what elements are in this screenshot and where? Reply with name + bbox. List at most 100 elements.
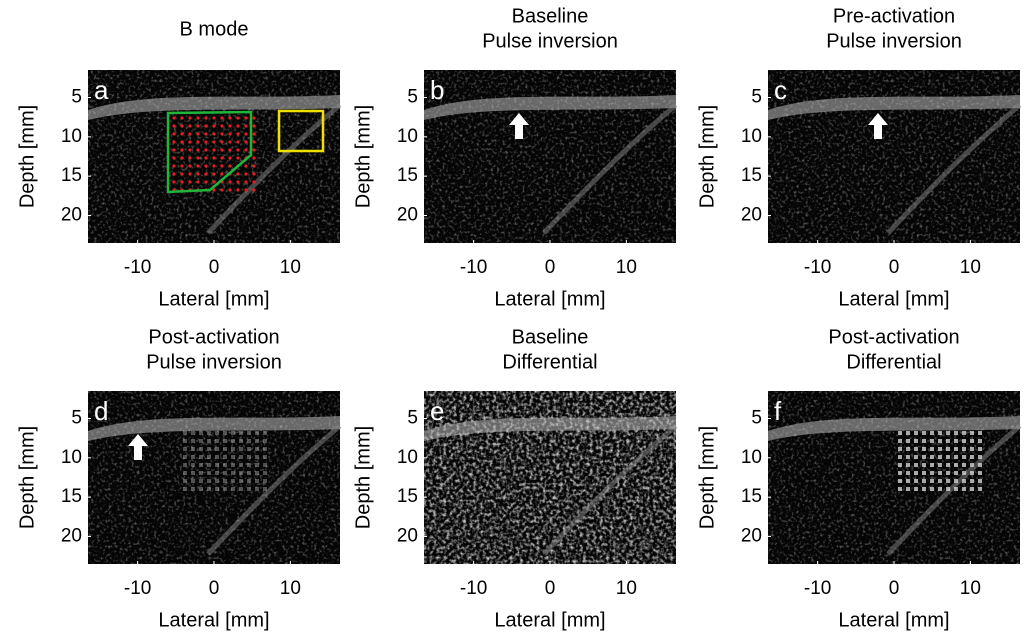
red-dot (236, 116, 240, 120)
red-dot (236, 132, 240, 136)
x-axis-label: Lateral [mm] (838, 288, 949, 310)
bubble-signal (978, 439, 982, 443)
panel-title: Differential (502, 351, 597, 373)
bubble-signal (199, 439, 203, 443)
bubble-signal (207, 487, 211, 491)
panel-title: Post-activation (828, 326, 959, 348)
bubble-signal (954, 439, 958, 443)
bubble-signal (954, 487, 958, 491)
bubble-signal (898, 479, 902, 483)
red-dot (188, 124, 192, 128)
y-tick-label: 15 (61, 165, 82, 186)
red-dot (244, 188, 248, 192)
tissue-edge (886, 103, 1022, 235)
bubble-signal (938, 447, 942, 451)
red-dot (212, 180, 216, 184)
red-dot (196, 140, 200, 144)
red-dot (172, 172, 176, 176)
bubble-signal (263, 439, 267, 443)
bubble-signal (962, 455, 966, 459)
bubble-signal (914, 479, 918, 483)
bubble-signal (922, 479, 926, 483)
bubble-signal (962, 447, 966, 451)
bubble-signal (962, 463, 966, 467)
red-dot (196, 132, 200, 136)
bubble-signal (191, 447, 195, 451)
red-dot (220, 116, 224, 120)
bubble-signal (199, 471, 203, 475)
bubble-signal (906, 447, 910, 451)
red-dot (220, 124, 224, 128)
bubble-signal (930, 471, 934, 475)
arrow (509, 113, 529, 139)
y-axis-label: Depth [mm] (352, 426, 374, 529)
red-dot (172, 132, 176, 136)
bubble-signal (938, 487, 942, 491)
red-dot (244, 172, 248, 176)
skin-layer (88, 95, 340, 120)
bubble-signal (962, 487, 966, 491)
bubble-signal (898, 447, 902, 451)
bubble-signal (946, 479, 950, 483)
x-tick-label: -10 (124, 257, 151, 278)
panel-title: Baseline (512, 5, 589, 27)
red-dot (204, 164, 208, 168)
bubble-signal (938, 479, 942, 483)
bubble-signal (930, 447, 934, 451)
red-dot (252, 148, 256, 152)
bubble-signal (223, 447, 227, 451)
bubble-signal (247, 463, 251, 467)
bubble-signal (183, 487, 187, 491)
bubble-signal (970, 439, 974, 443)
bubble-signal (906, 431, 910, 435)
x-axis-label: Lateral [mm] (158, 609, 269, 631)
bubble-signal (263, 455, 267, 459)
bubble-signal (223, 455, 227, 459)
bubble-signal (954, 471, 958, 475)
x-tick-label: 10 (280, 257, 301, 278)
y-tick-label: 20 (741, 204, 762, 225)
panel: e -10 0 10 5 10 15 20 Lateral [mm] Depth [mm] (352, 391, 678, 631)
bubble-signal (223, 479, 227, 483)
y-tick-label: 5 (71, 87, 82, 108)
bubble-signal (231, 431, 235, 435)
red-dot (212, 140, 216, 144)
panel-title: Baseline (512, 326, 589, 348)
bubble-signal (962, 439, 966, 443)
red-dot (188, 172, 192, 176)
bubble-signal (922, 487, 926, 491)
bubble-signal (970, 471, 974, 475)
bubble-signal (938, 463, 942, 467)
red-dot (244, 148, 248, 152)
bubble-signal (962, 479, 966, 483)
bubble-signal (215, 447, 219, 451)
bubble-signal (255, 439, 259, 443)
bubble-signal (199, 431, 203, 435)
bubble-signal (954, 463, 958, 467)
panel-title: Differential (846, 351, 941, 373)
red-dot (212, 188, 216, 192)
y-tick-label: 5 (407, 87, 418, 108)
red-dot (244, 180, 248, 184)
red-dot (252, 180, 256, 184)
red-dot (220, 164, 224, 168)
bubble-signal (255, 487, 259, 491)
red-dot (196, 148, 200, 152)
bubble-signal (183, 479, 187, 483)
bubble-signal (938, 431, 942, 435)
red-dot (188, 180, 192, 184)
bubble-signal (231, 463, 235, 467)
bubble-signal (906, 463, 910, 467)
y-tick-label: 20 (741, 525, 762, 546)
y-tick-label: 10 (61, 126, 82, 147)
bubble-signal (183, 431, 187, 435)
red-dot (252, 132, 256, 136)
bubble-signal (239, 471, 243, 475)
red-dot (244, 116, 248, 120)
bubble-signal (914, 455, 918, 459)
red-dot (244, 164, 248, 168)
panel-letter: d (94, 396, 108, 426)
bubble-signal (930, 455, 934, 459)
panel-title: Pre-activation (833, 5, 955, 27)
red-dot (252, 140, 256, 144)
